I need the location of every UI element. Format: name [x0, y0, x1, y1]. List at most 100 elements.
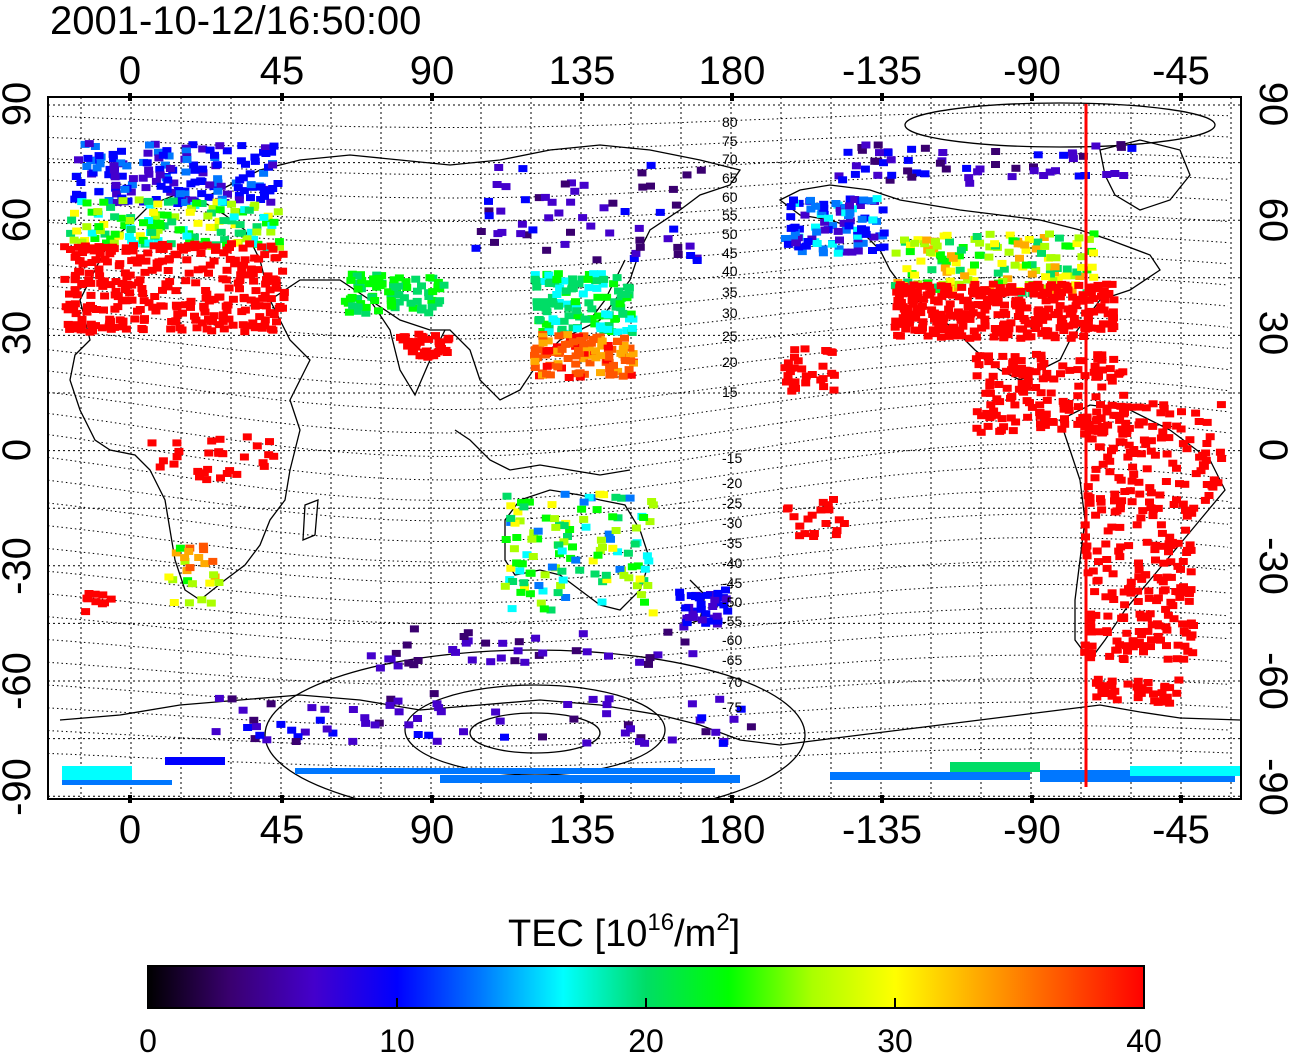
tec-cell: [1013, 240, 1023, 248]
tec-cell: [990, 297, 1000, 305]
tec-cell: [507, 605, 517, 613]
tec-cell: [1101, 540, 1111, 548]
tec-cell: [1118, 368, 1128, 376]
tec-cell: [891, 249, 901, 257]
tec-cell: [1177, 408, 1186, 416]
tec-cell: [1041, 273, 1051, 281]
tec-cell: [412, 287, 422, 295]
tec-cell: [262, 278, 272, 286]
tec-cell: [973, 168, 983, 176]
tec-cell: [620, 729, 630, 737]
tec-cell: [547, 198, 557, 206]
tec-cell: [586, 222, 596, 230]
tec-cell: [621, 291, 631, 298]
tec-cell: [812, 240, 822, 247]
tec-cell: [1016, 301, 1026, 309]
tec-cell: [1122, 642, 1131, 650]
tec-cell: [322, 725, 332, 733]
tec-cell: [202, 476, 212, 484]
contour-label: -50: [722, 594, 742, 610]
tec-cell: [200, 308, 210, 316]
tec-cell: [562, 300, 572, 308]
tec-cell: [790, 378, 800, 386]
tec-cell: [807, 511, 817, 519]
tec-cell: [1041, 297, 1051, 305]
tec-cell: [510, 519, 520, 527]
tec-cell: [122, 162, 132, 170]
tec-cell: [164, 573, 174, 581]
contour-line: [48, 357, 1229, 411]
tec-cell: [108, 243, 118, 251]
tec-cell: [1093, 355, 1103, 363]
tec-cell: [218, 275, 228, 283]
tec-cell: [1156, 409, 1166, 417]
tec-cell: [1094, 324, 1103, 332]
tec-cell: [192, 324, 202, 332]
contour-label: 50: [722, 226, 738, 242]
tec-cell: [143, 249, 153, 257]
tec-cell: [1027, 261, 1037, 269]
tec-cell: [192, 199, 202, 207]
tec-cell: [212, 198, 222, 206]
tec-cell: [1109, 296, 1119, 304]
tec-cell: [162, 211, 172, 219]
tec-cell: [1084, 235, 1094, 243]
tec-cell: [66, 246, 75, 253]
tec-cell: [1046, 254, 1056, 262]
tec-cell: [90, 143, 100, 150]
tec-cell: [429, 690, 439, 698]
contour-label: -20: [722, 475, 742, 491]
tec-cell: [104, 322, 114, 330]
tec-cell: [916, 257, 926, 265]
tec-cell: [501, 183, 511, 191]
contour-line: [48, 607, 1229, 645]
tec-cell: [538, 649, 548, 657]
tec-cell: [993, 269, 1003, 277]
tec-cell: [1175, 593, 1185, 601]
tec-cell: [1108, 308, 1118, 316]
tec-cell: [1098, 460, 1108, 468]
tec-cell: [1086, 287, 1096, 295]
tec-cell: [448, 646, 458, 653]
tec-cell: [1172, 464, 1181, 472]
tec-cell: [626, 357, 636, 365]
tec-cell: [615, 300, 625, 308]
tec-cell: [627, 329, 637, 336]
tec-cell: [1117, 497, 1127, 505]
contour-label: 70: [722, 151, 738, 167]
tec-cell: [1161, 605, 1171, 613]
tec-cell: [1182, 549, 1192, 556]
tec-cell: [1213, 479, 1223, 487]
tec-cell: [257, 243, 267, 251]
tec-cell: [593, 293, 603, 301]
contour-label: 60: [722, 189, 738, 205]
tec-cell: [685, 614, 694, 621]
tec-cell: [1058, 397, 1068, 405]
tec-cell: [1050, 263, 1060, 271]
tec-cell: [77, 281, 87, 289]
tec-cell: [944, 305, 954, 313]
tec-cell: [361, 303, 371, 311]
tec-cell: [951, 259, 961, 267]
tec-cell: [1060, 420, 1070, 428]
tec-cell: [602, 701, 612, 709]
tec-cell: [540, 351, 550, 359]
tec-cell: [201, 287, 211, 294]
tec-cell: [215, 206, 225, 214]
tec-cell: [202, 241, 212, 249]
tec-cell: [538, 587, 548, 595]
tec-cell: [613, 514, 623, 522]
tec-cell: [539, 278, 549, 285]
tec-cell: [1034, 283, 1044, 291]
tec-cell: [496, 207, 506, 215]
tec-cell: [431, 332, 440, 340]
tec-cell: [1022, 397, 1032, 405]
tec-cell: [640, 565, 650, 573]
tec-cell: [818, 498, 828, 506]
tec-cell: [180, 190, 190, 198]
tec-cell: [1102, 689, 1112, 697]
tec-cell: [214, 448, 224, 456]
tec-cell: [1042, 332, 1052, 340]
tec-cell: [644, 557, 654, 565]
tec-cell: [1107, 681, 1117, 689]
